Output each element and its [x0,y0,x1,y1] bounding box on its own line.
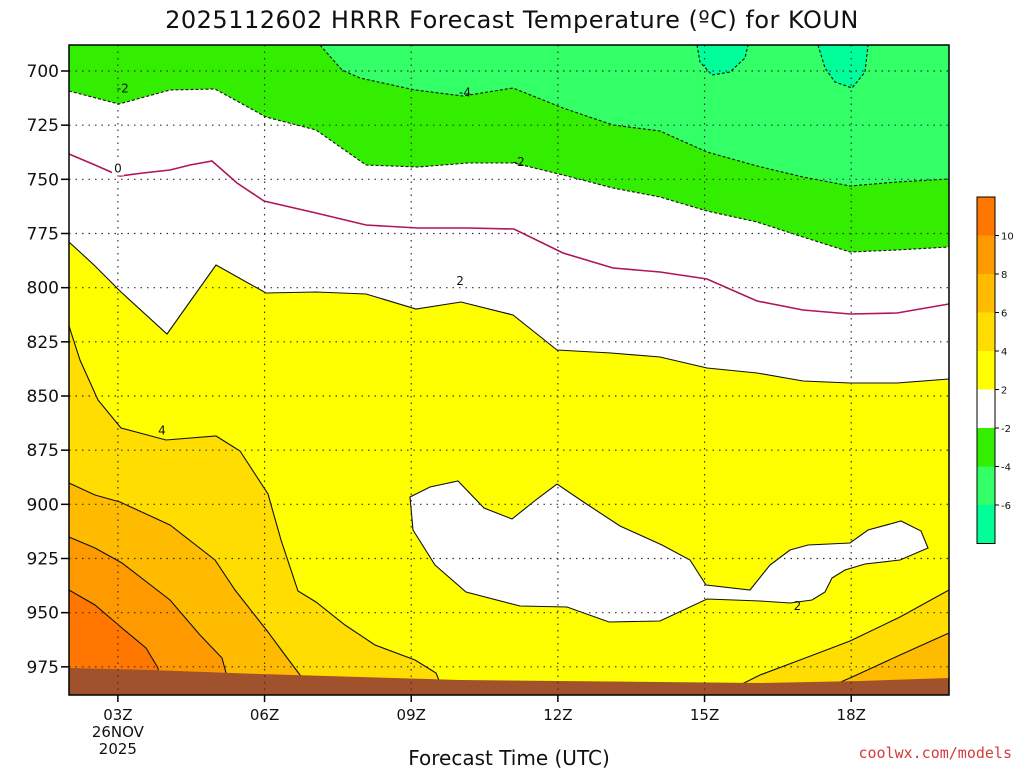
y-tick-label: 925 [27,550,59,570]
colorbar-label: -6 [1001,501,1011,512]
colorbar-label: 6 [1001,309,1007,320]
credit-link[interactable]: coolwx.com/models [858,744,1012,762]
contour-minus6-b [817,45,869,89]
band-minus6-minus4 [320,45,949,186]
plot-frame [68,44,950,696]
contour-label: 4 [158,424,166,438]
colorbar-segment [977,312,995,351]
colorbar-segment [977,389,995,428]
contour-label-bg [111,160,124,176]
colorbar-label: 2 [1001,386,1007,397]
contour-label: -2 [513,155,525,169]
contour-6 [69,482,316,695]
ground-terrain [69,668,949,695]
contour-labels: -2 -4 -2 0 2 4 2 [111,81,802,613]
y-tick-label: 750 [27,170,59,190]
colorbar-label: -4 [1001,463,1011,474]
contour-label: 2 [794,599,802,613]
y-tick-label: 950 [27,604,59,624]
contour-2 [69,241,949,384]
band-below-minus6 [697,45,748,75]
colorbar-segment [977,197,995,236]
colorbar-label: -2 [1001,424,1011,435]
x-tick-label: 12Z [543,706,572,724]
grid-lines [69,45,949,695]
colorbar-legend: 10 8 6 4 2 -2 -4 -6 [976,196,1014,544]
contour-label: -2 [117,81,129,95]
x-tick-label: 09Z [397,706,426,724]
colorbar-segment [977,351,995,390]
colorbar-label: 10 [1001,232,1014,243]
y-tick-label: 825 [27,333,59,353]
colorbar-segment [977,466,995,505]
x-tick-year: 2025 [99,740,137,758]
x-axis-label: Forecast Time (UTC) [408,746,610,768]
colorbar-frame [976,196,996,544]
colorbar-label: 4 [1001,347,1007,358]
x-tick-label: 03Z [103,706,132,724]
contour-8 [69,536,233,695]
colorbar-segment [977,235,995,274]
y-tick-label: 875 [27,441,59,461]
band-below-minus6-b [818,45,868,88]
y-tick-label: 725 [27,116,59,136]
y-axis: 700 725 750 775 800 825 850 875 900 925 950 975 [27,62,69,678]
y-tick-label: 700 [27,62,59,82]
x-tick-date: 26NOV [92,723,145,741]
contour-minus6-a [696,45,749,76]
x-tick-label: 06Z [250,706,279,724]
y-tick-label: 775 [27,225,59,245]
chart-title: 2025112602 HRRR Forecast Temperature (ºC… [165,6,859,34]
y-tick-label: 800 [27,279,59,299]
contour-label: 2 [456,274,464,288]
contour-label: -4 [459,86,471,100]
plot-area: -2 -4 -2 0 2 4 2 [69,45,949,695]
y-tick-label: 850 [27,387,59,407]
contour-label: 0 [114,162,122,176]
y-tick-label: 975 [27,658,59,678]
contour-2-island [409,480,929,623]
band-minus2-2-island [410,481,928,622]
contour-minus2 [69,88,949,253]
contour-4 [69,325,446,695]
colorbar-label: 8 [1001,270,1007,281]
colorbar-segment [977,274,995,313]
x-tick-label: 15Z [690,706,719,724]
colorbar-segment [977,428,995,467]
colorbar-segment [977,505,995,544]
contour-minus4 [319,45,949,187]
y-tick-label: 900 [27,495,59,515]
x-tick-label: 18Z [837,706,866,724]
contour-zero [69,153,949,315]
